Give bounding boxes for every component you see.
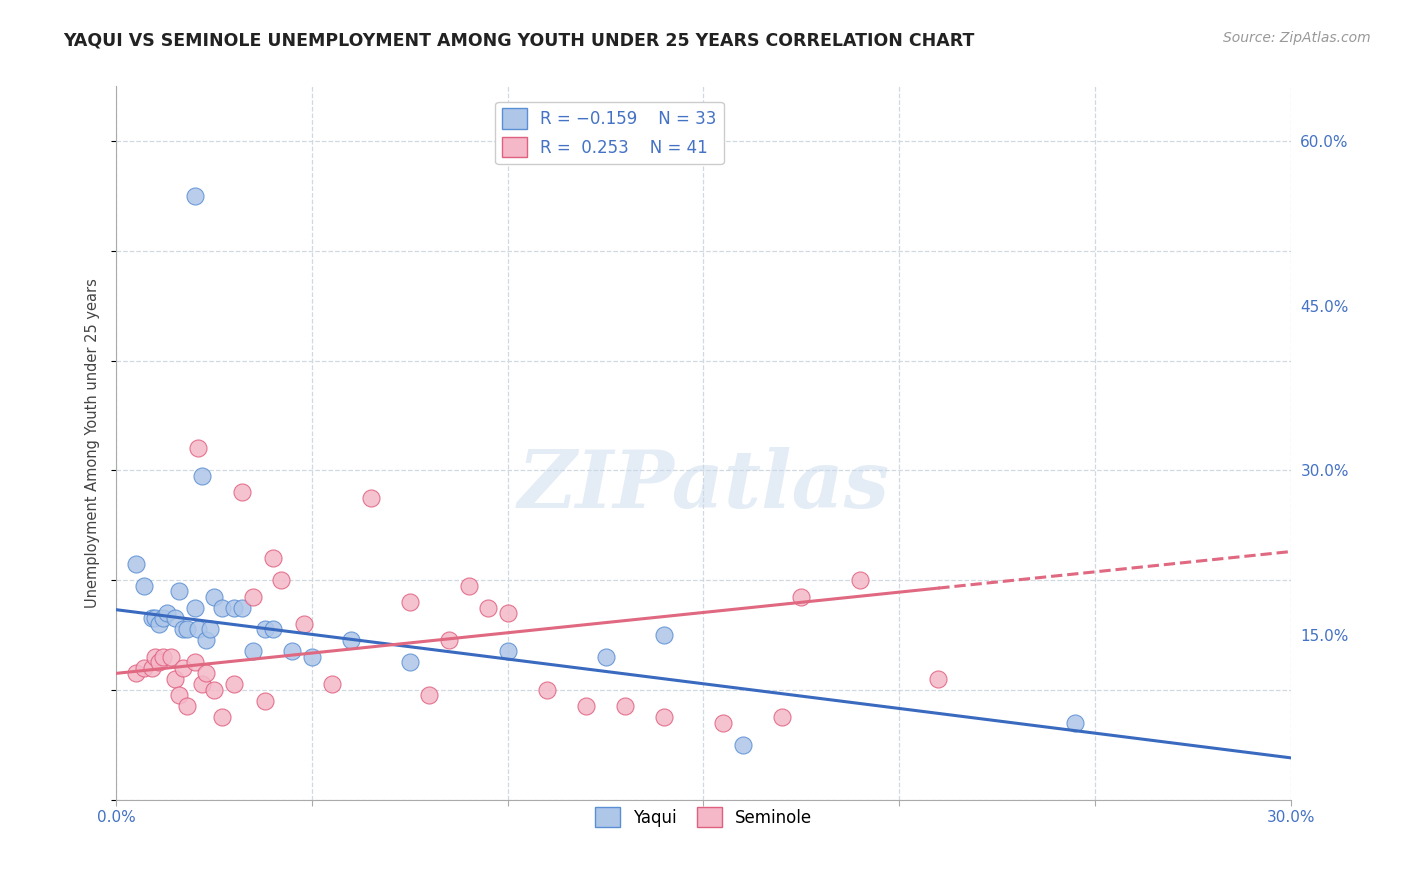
- Point: [731, 738, 754, 752]
- Point: [167, 688, 190, 702]
- Point: [125, 557, 148, 571]
- Point: [253, 694, 276, 708]
- Point: [160, 649, 183, 664]
- Point: [270, 573, 292, 587]
- Point: [399, 656, 422, 670]
- Point: [496, 644, 519, 658]
- Point: [262, 623, 284, 637]
- Point: [152, 611, 174, 625]
- Point: [152, 649, 174, 664]
- Point: [340, 633, 363, 648]
- Point: [242, 590, 264, 604]
- Point: [418, 688, 440, 702]
- Point: [652, 710, 675, 724]
- Point: [711, 715, 734, 730]
- Text: YAQUI VS SEMINOLE UNEMPLOYMENT AMONG YOUTH UNDER 25 YEARS CORRELATION CHART: YAQUI VS SEMINOLE UNEMPLOYMENT AMONG YOU…: [63, 31, 974, 49]
- Point: [172, 623, 194, 637]
- Point: [222, 677, 245, 691]
- Point: [195, 633, 218, 648]
- Point: [195, 666, 218, 681]
- Point: [457, 578, 479, 592]
- Point: [148, 617, 170, 632]
- Point: [790, 590, 813, 604]
- Point: [211, 600, 233, 615]
- Text: Source: ZipAtlas.com: Source: ZipAtlas.com: [1223, 31, 1371, 45]
- Point: [292, 617, 315, 632]
- Point: [187, 623, 209, 637]
- Point: [156, 606, 179, 620]
- Point: [202, 682, 225, 697]
- Point: [163, 611, 186, 625]
- Point: [167, 584, 190, 599]
- Point: [202, 590, 225, 604]
- Point: [1064, 715, 1087, 730]
- Point: [770, 710, 793, 724]
- Point: [132, 578, 155, 592]
- Point: [176, 699, 198, 714]
- Point: [437, 633, 460, 648]
- Point: [301, 649, 323, 664]
- Point: [360, 491, 382, 505]
- Y-axis label: Unemployment Among Youth under 25 years: Unemployment Among Youth under 25 years: [86, 278, 100, 607]
- Point: [849, 573, 872, 587]
- Point: [183, 189, 205, 203]
- Point: [321, 677, 343, 691]
- Point: [132, 661, 155, 675]
- Point: [183, 656, 205, 670]
- Point: [172, 661, 194, 675]
- Point: [262, 551, 284, 566]
- Point: [614, 699, 637, 714]
- Point: [496, 606, 519, 620]
- Point: [200, 623, 222, 637]
- Point: [253, 623, 276, 637]
- Point: [183, 600, 205, 615]
- Point: [652, 628, 675, 642]
- Text: ZIPatlas: ZIPatlas: [517, 447, 890, 524]
- Point: [191, 468, 214, 483]
- Legend: Yaqui, Seminole: Yaqui, Seminole: [588, 800, 818, 834]
- Point: [477, 600, 499, 615]
- Point: [281, 644, 304, 658]
- Point: [176, 623, 198, 637]
- Point: [141, 661, 163, 675]
- Point: [927, 672, 949, 686]
- Point: [575, 699, 598, 714]
- Point: [399, 595, 422, 609]
- Point: [211, 710, 233, 724]
- Point: [231, 600, 253, 615]
- Point: [125, 666, 148, 681]
- Point: [187, 442, 209, 456]
- Point: [163, 672, 186, 686]
- Point: [536, 682, 558, 697]
- Point: [242, 644, 264, 658]
- Point: [141, 611, 163, 625]
- Point: [191, 677, 214, 691]
- Point: [148, 656, 170, 670]
- Point: [222, 600, 245, 615]
- Point: [595, 649, 617, 664]
- Point: [145, 611, 167, 625]
- Point: [231, 485, 253, 500]
- Point: [145, 649, 167, 664]
